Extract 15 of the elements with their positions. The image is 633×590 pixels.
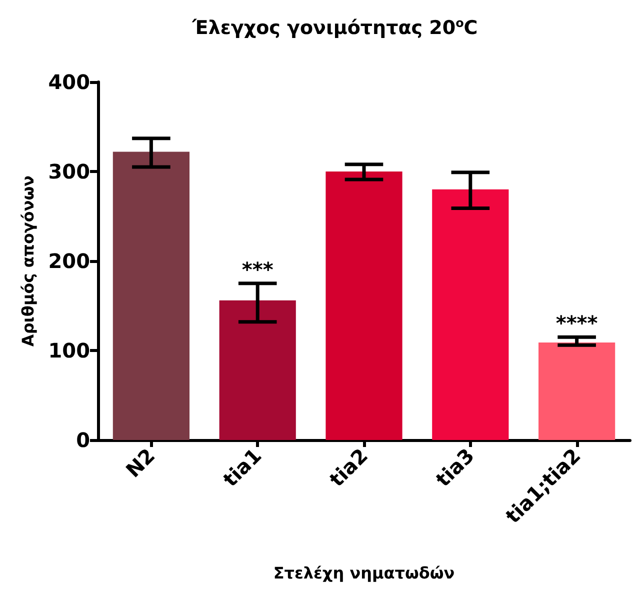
x-tick-label: N2 — [121, 444, 160, 482]
y-axis-title: Αριθμός απογόνων — [18, 175, 38, 347]
y-tick-label: 200 — [48, 249, 90, 273]
bar — [112, 152, 190, 440]
bar — [538, 342, 616, 440]
bar — [326, 172, 402, 440]
y-tick-label: 300 — [48, 160, 90, 184]
annotation: *** — [242, 257, 274, 282]
x-axis-title: Στελέχη νηματωδών — [273, 564, 455, 582]
y-tick-label: 400 — [48, 70, 90, 94]
y-tick-label: 0 — [76, 428, 90, 452]
bar — [219, 300, 296, 440]
bar — [432, 189, 509, 440]
y-tick-label: 100 — [48, 338, 90, 362]
annotation: **** — [556, 311, 598, 336]
